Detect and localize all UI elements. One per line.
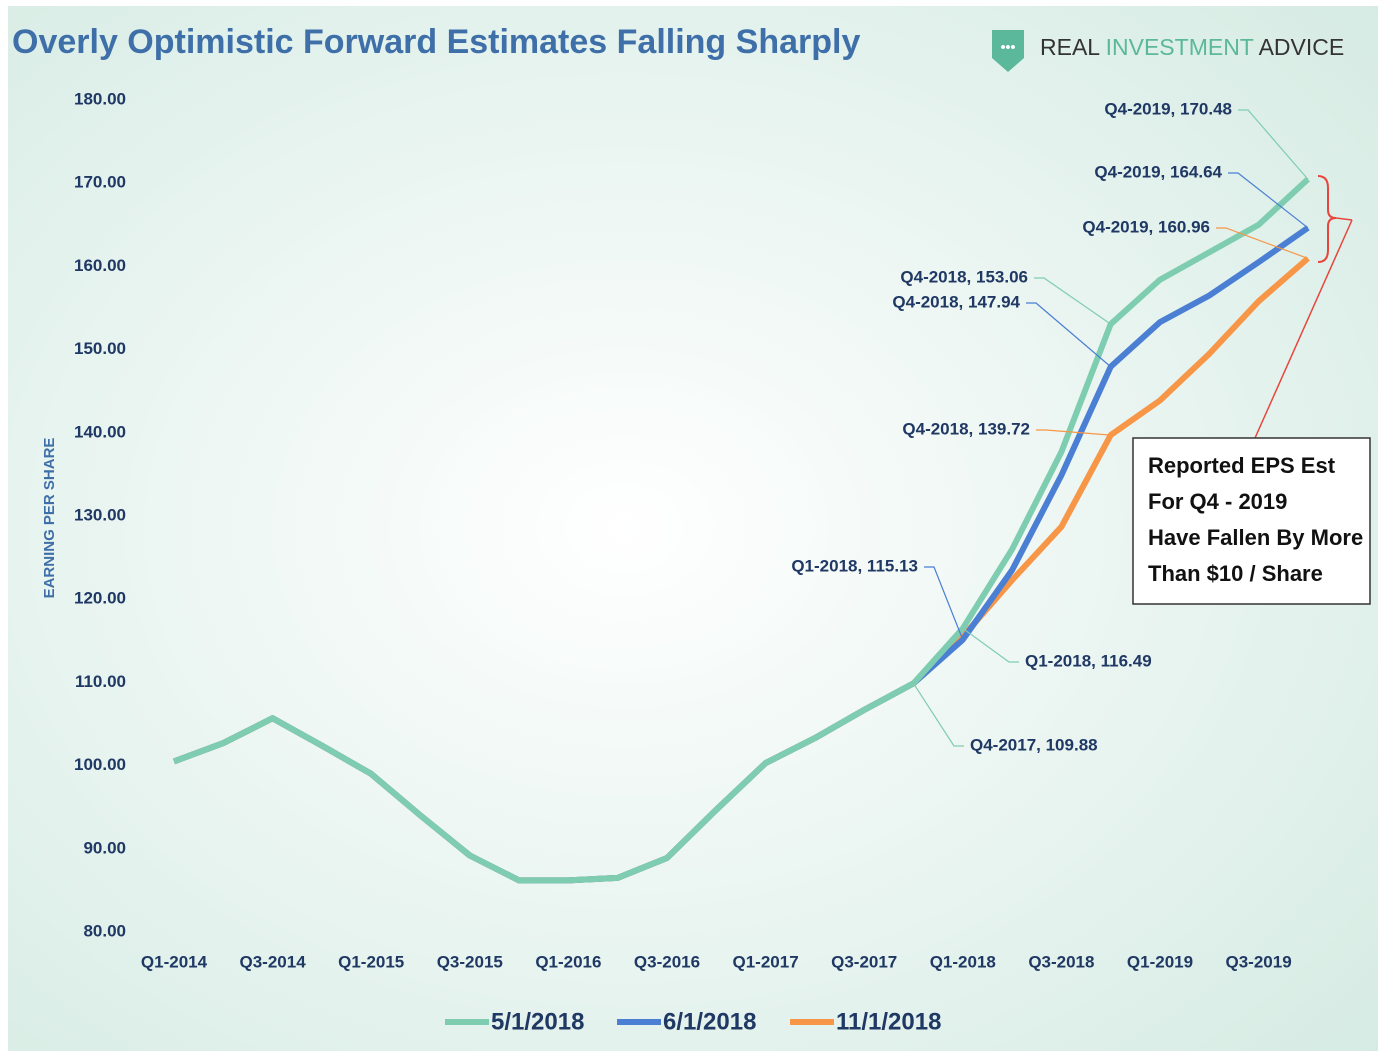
- x-tick-label: Q1-2019: [1127, 952, 1193, 971]
- data-label: Q4-2018, 139.72: [902, 419, 1030, 438]
- series-line: [172, 176, 1310, 884]
- x-tick-label: Q1-2015: [338, 952, 404, 971]
- logo-dots: •••: [1001, 39, 1016, 55]
- note-line: Reported EPS Est: [1148, 453, 1336, 478]
- logo-word: REAL: [1040, 34, 1100, 60]
- legend-label: 5/1/2018: [491, 1008, 584, 1035]
- y-tick-label: 160.00: [74, 256, 126, 275]
- x-tick-label: Q1-2014: [141, 952, 208, 971]
- x-tick-label: Q3-2015: [437, 952, 503, 971]
- x-tick-label: Q1-2018: [930, 952, 996, 971]
- data-label: Q1-2018, 116.49: [1025, 651, 1152, 670]
- x-tick-label: Q3-2019: [1226, 952, 1292, 971]
- leader-line: [924, 566, 964, 640]
- leader-line: [1026, 302, 1112, 368]
- note-line: For Q4 - 2019: [1148, 489, 1287, 514]
- x-tick-label: Q3-2018: [1028, 952, 1094, 971]
- leader-line: [1228, 172, 1309, 229]
- note-line: Have Fallen By More: [1148, 525, 1363, 550]
- x-tick-label: Q3-2016: [634, 952, 700, 971]
- y-tick-label: 130.00: [74, 505, 126, 524]
- data-label: Q4-2018, 153.06: [900, 267, 1028, 286]
- x-tick-label: Q1-2016: [535, 952, 601, 971]
- y-tick-label: 140.00: [74, 422, 126, 441]
- leader-line: [962, 627, 1019, 663]
- leader-line: [1034, 277, 1112, 325]
- legend-label: 11/1/2018: [836, 1008, 941, 1035]
- pointer: [1335, 217, 1353, 221]
- logo-icon: [992, 30, 1024, 72]
- data-label: Q4-2018, 147.94: [892, 292, 1020, 311]
- y-axis-label: EARNING PER SHARE: [41, 438, 58, 599]
- y-tick-label: 100.00: [74, 755, 126, 774]
- y-tick-label: 90.00: [83, 838, 126, 857]
- y-tick-label: 170.00: [74, 173, 126, 192]
- leader-line: [1036, 429, 1111, 436]
- logo: REAL INVESTMENT ADVICE: [1040, 34, 1344, 60]
- y-tick-label: 120.00: [74, 589, 126, 608]
- y-tick-label: 150.00: [74, 339, 126, 358]
- legend-label: 6/1/2018: [663, 1008, 756, 1035]
- note-line: Than $10 / Share: [1148, 561, 1323, 586]
- y-tick-label: 80.00: [83, 921, 126, 940]
- x-tick-label: Q1-2017: [733, 952, 799, 971]
- leader-line: [1216, 227, 1309, 259]
- data-label: Q4-2019, 160.96: [1082, 217, 1210, 236]
- x-tick-label: Q3-2017: [831, 952, 897, 971]
- pointer: [1254, 219, 1353, 439]
- note-box: [1132, 437, 1371, 605]
- y-tick-label: 110.00: [75, 672, 126, 691]
- data-label: Q4-2019, 164.64: [1094, 162, 1222, 181]
- logo-word: INVESTMENT: [1106, 34, 1254, 60]
- data-label: Q1-2018, 115.13: [791, 556, 918, 575]
- logo-word: ADVICE: [1259, 34, 1345, 60]
- chart-title: Overly Optimistic Forward Estimates Fall…: [12, 23, 860, 61]
- note: Reported EPS Est For Q4 - 2019 Have Fallen…: [1148, 453, 1363, 586]
- data-label: Q4-2019, 170.48: [1104, 99, 1232, 118]
- leader-line: [912, 683, 964, 747]
- x-tick-label: Q3-2014: [240, 952, 307, 971]
- leader-line: [1238, 109, 1309, 180]
- data-label: Q4-2017, 109.88: [970, 735, 1098, 754]
- y-tick-label: 180.00: [74, 89, 126, 108]
